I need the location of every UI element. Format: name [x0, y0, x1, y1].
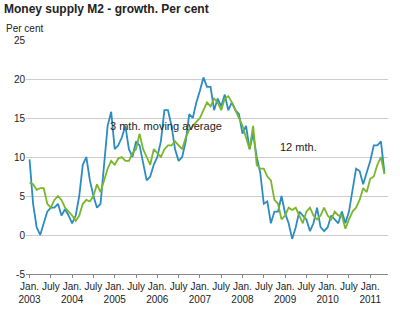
svg-text:Per cent: Per cent — [6, 23, 43, 34]
svg-text:0: 0 — [19, 230, 25, 241]
svg-text:5: 5 — [19, 191, 25, 202]
svg-text:Jan.2006: Jan.2006 — [146, 281, 169, 305]
svg-text:Jan.2009: Jan.2009 — [274, 281, 297, 305]
svg-text:July: July — [340, 281, 358, 292]
svg-text:20: 20 — [14, 74, 26, 85]
svg-text:10: 10 — [14, 152, 26, 163]
svg-text:25: 25 — [14, 35, 26, 46]
svg-text:15: 15 — [14, 113, 26, 124]
svg-text:Jan.2005: Jan.2005 — [104, 281, 127, 305]
svg-text:Money supply M2 - growth. Per: Money supply M2 - growth. Per cent — [4, 2, 209, 16]
svg-text:Jan.2011: Jan.2011 — [359, 281, 381, 305]
svg-text:July: July — [127, 281, 145, 292]
svg-text:Jan.2008: Jan.2008 — [231, 281, 254, 305]
svg-text:3 mth. moving average: 3 mth. moving average — [110, 120, 222, 132]
svg-text:Jan.2007: Jan.2007 — [189, 281, 212, 305]
svg-text:July: July — [170, 281, 188, 292]
svg-text:July: July — [85, 281, 103, 292]
svg-text:July: July — [42, 281, 60, 292]
svg-text:-5: -5 — [16, 269, 25, 280]
svg-text:July: July — [297, 281, 315, 292]
svg-text:Jan.2004: Jan.2004 — [61, 281, 84, 305]
svg-text:July: July — [255, 281, 273, 292]
svg-text:12 mth.: 12 mth. — [280, 141, 317, 153]
svg-text:Jan.2010: Jan.2010 — [317, 281, 340, 305]
svg-text:July: July — [212, 281, 230, 292]
svg-text:Jan.2003: Jan.2003 — [18, 281, 41, 305]
